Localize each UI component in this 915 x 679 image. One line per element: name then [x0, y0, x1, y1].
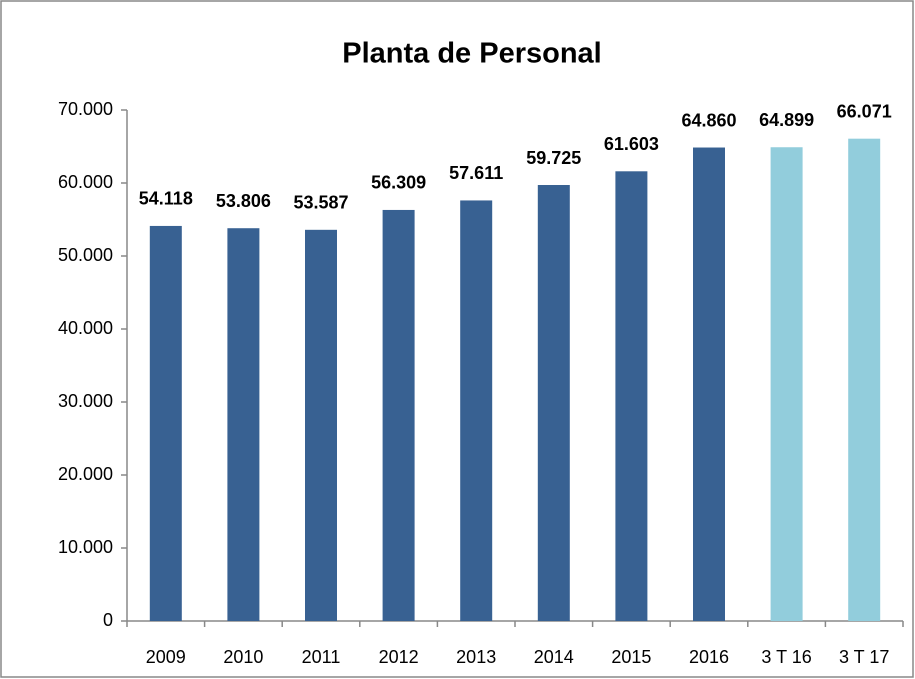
- data-label: 53.806: [216, 191, 271, 211]
- bar: [149, 225, 182, 621]
- x-tick-label: 3 T 16: [761, 647, 811, 667]
- y-tick-label: 10.000: [58, 537, 113, 557]
- y-tick-label: 50.000: [58, 245, 113, 265]
- y-tick-label: 20.000: [58, 464, 113, 484]
- y-tick-label: 0: [103, 610, 113, 630]
- y-tick-label: 70.000: [58, 99, 113, 119]
- data-label: 57.611: [449, 163, 503, 183]
- y-tick-label: 30.000: [58, 391, 113, 411]
- data-label: 64.899: [759, 110, 814, 130]
- y-tick-label: 40.000: [58, 318, 113, 338]
- x-tick-label: 2009: [146, 647, 186, 667]
- x-tick-label: 2016: [689, 647, 729, 667]
- x-tick-label: 3 T 17: [839, 647, 889, 667]
- data-label: 64.860: [681, 110, 736, 130]
- bar: [848, 138, 881, 621]
- y-tick-label: 60.000: [58, 172, 113, 192]
- bar: [460, 200, 493, 621]
- x-tick-label: 2015: [611, 647, 651, 667]
- data-label: 54.118: [139, 189, 193, 209]
- bar: [615, 171, 648, 621]
- x-tick-label: 2013: [456, 647, 496, 667]
- x-tick-label: 2010: [223, 647, 263, 667]
- chart-title: Planta de Personal: [342, 38, 602, 70]
- bar: [305, 229, 337, 622]
- data-label: 59.725: [526, 148, 581, 168]
- x-tick-label: 2012: [379, 647, 419, 667]
- x-tick-label: 2014: [534, 647, 574, 667]
- x-tick-label: 2011: [302, 647, 341, 667]
- data-label: 53.587: [293, 193, 348, 213]
- bar: [693, 147, 725, 621]
- bar: [770, 147, 803, 621]
- data-label: 61.603: [604, 134, 659, 154]
- bar: [537, 185, 570, 621]
- data-label: 66.071: [837, 101, 892, 121]
- bar: [382, 209, 415, 621]
- data-label: 56.309: [371, 173, 426, 193]
- bar: [227, 228, 260, 622]
